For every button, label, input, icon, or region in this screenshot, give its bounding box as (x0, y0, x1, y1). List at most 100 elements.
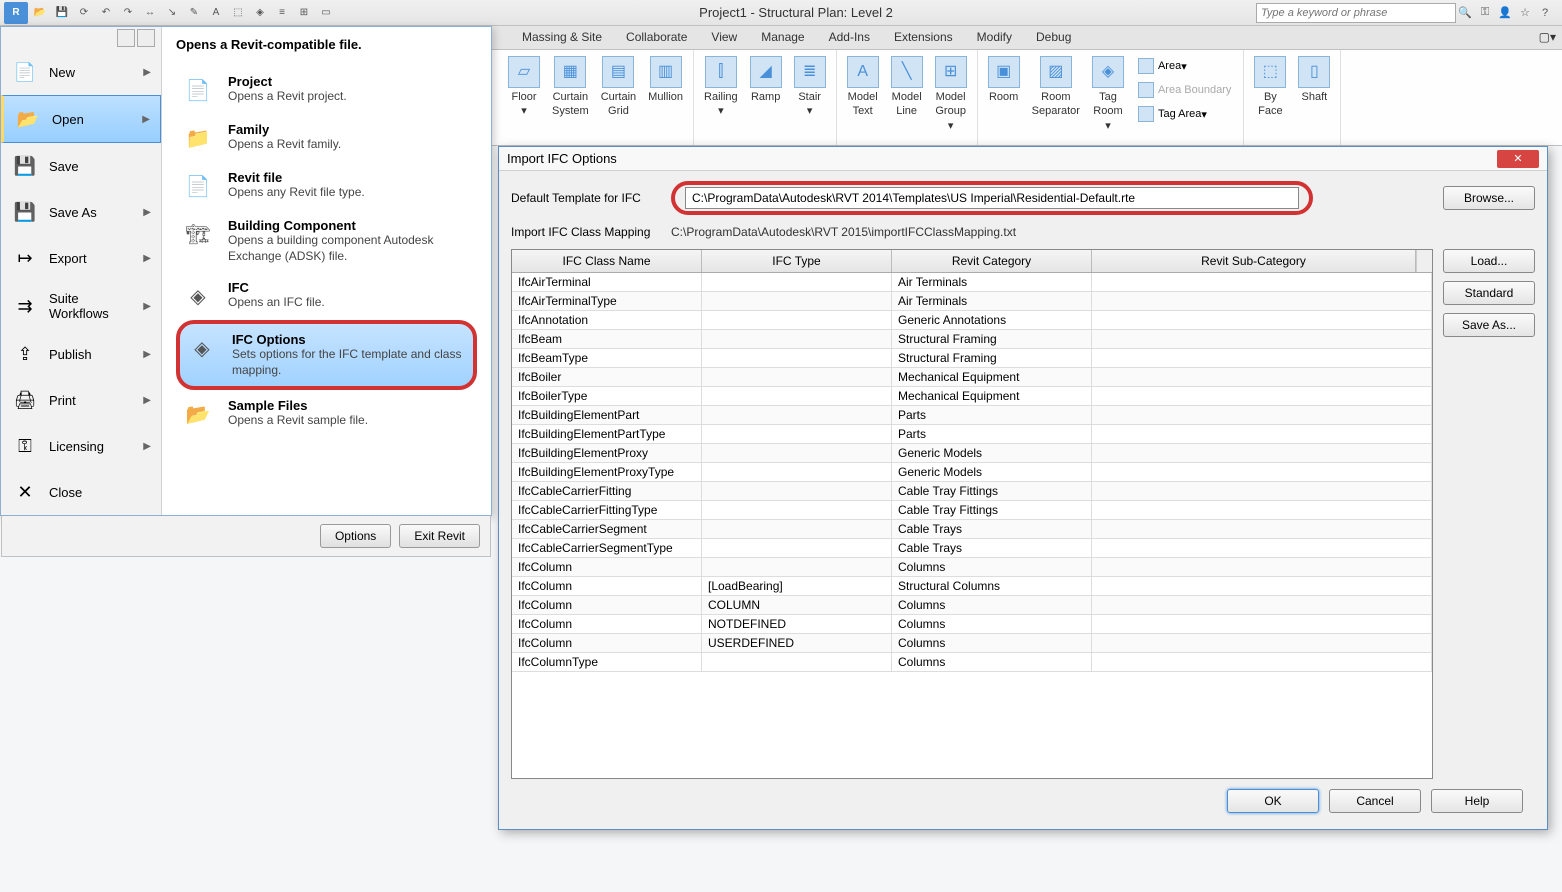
table-row[interactable]: IfcCableCarrierSegmentType Cable Trays (512, 539, 1432, 558)
table-row[interactable]: IfcBoilerType Mechanical Equipment (512, 387, 1432, 406)
options-button[interactable]: Options (320, 524, 391, 548)
thin-lines-icon[interactable]: ≡ (272, 3, 292, 23)
menu-save-as[interactable]: 💾 Save As ▶ (1, 189, 161, 235)
sync-icon[interactable]: ⟳ (74, 3, 94, 23)
redo-icon[interactable]: ↷ (118, 3, 138, 23)
measure-icon[interactable]: ↔ (140, 3, 160, 23)
template-path-input[interactable] (685, 187, 1299, 209)
table-row[interactable]: IfcBuildingElementPart Parts (512, 406, 1432, 425)
ok-button[interactable]: OK (1227, 789, 1319, 813)
table-row[interactable]: IfcColumn [LoadBearing] Structural Colum… (512, 577, 1432, 596)
shaft-button[interactable]: ▯Shaft (1292, 54, 1336, 106)
col-ifc-class[interactable]: IFC Class Name (512, 250, 702, 272)
recent-docs-icon[interactable] (117, 29, 135, 47)
tab-manage[interactable]: Manage (749, 26, 816, 49)
submenu-item-family[interactable]: 📁 Family Opens a Revit family. (176, 114, 477, 162)
binoculars-icon[interactable]: 🔍 (1456, 4, 1474, 22)
floor-button[interactable]: ▱Floor▾ (502, 54, 546, 121)
cancel-button[interactable]: Cancel (1329, 789, 1421, 813)
model-group-button[interactable]: ⊞Model Group▾ (929, 54, 973, 135)
col-revit-subcategory[interactable]: Revit Sub-Category (1092, 250, 1416, 272)
menu-close[interactable]: ✕ Close (1, 469, 161, 515)
menu-open[interactable]: 📂 Open ▶ (1, 95, 161, 143)
table-row[interactable]: IfcColumnType Columns (512, 653, 1432, 672)
align-icon[interactable]: ↘ (162, 3, 182, 23)
by-face-button[interactable]: ⬚By Face (1248, 54, 1292, 121)
menu-publish[interactable]: ⇪ Publish ▶ (1, 331, 161, 377)
table-row[interactable]: IfcColumn Columns (512, 558, 1432, 577)
table-row[interactable]: IfcBeamType Structural Framing (512, 349, 1432, 368)
col-revit-category[interactable]: Revit Category (892, 250, 1092, 272)
curtain-grid-button[interactable]: ▤Curtain Grid (595, 54, 642, 121)
menu-export[interactable]: ↦ Export ▶ (1, 235, 161, 281)
save-as-button[interactable]: Save As... (1443, 313, 1535, 337)
menu-print[interactable]: 🖨 Print ▶ (1, 377, 161, 423)
mullion-button[interactable]: ▥Mullion (642, 54, 689, 106)
undo-icon[interactable]: ↶ (96, 3, 116, 23)
submenu-item-ifc[interactable]: ◈ IFC Opens an IFC file. (176, 272, 477, 320)
help-button[interactable]: Help (1431, 789, 1523, 813)
dim-icon[interactable]: ✎ (184, 3, 204, 23)
ramp-button[interactable]: ◢Ramp (744, 54, 788, 106)
table-row[interactable]: IfcBuildingElementProxy Generic Models (512, 444, 1432, 463)
exit-revit-button[interactable]: Exit Revit (399, 524, 480, 548)
close-views-icon[interactable]: ⊞ (294, 3, 314, 23)
user-icon[interactable]: 👤 (1496, 4, 1514, 22)
table-row[interactable]: IfcBuildingElementPartType Parts (512, 425, 1432, 444)
tab-addins[interactable]: Add-Ins (817, 26, 882, 49)
table-row[interactable]: IfcCableCarrierFitting Cable Tray Fittin… (512, 482, 1432, 501)
tab-collaborate[interactable]: Collaborate (614, 26, 699, 49)
3d-icon[interactable]: ⬚ (228, 3, 248, 23)
standard-button[interactable]: Standard (1443, 281, 1535, 305)
col-ifc-type[interactable]: IFC Type (702, 250, 892, 272)
submenu-item-sample-files[interactable]: 📂 Sample Files Opens a Revit sample file… (176, 390, 477, 438)
section-icon[interactable]: ◈ (250, 3, 270, 23)
table-row[interactable]: IfcCableCarrierSegment Cable Trays (512, 520, 1432, 539)
app-logo-icon[interactable]: R (4, 2, 28, 24)
browse-button[interactable]: Browse... (1443, 186, 1535, 210)
table-row[interactable]: IfcCableCarrierFittingType Cable Tray Fi… (512, 501, 1432, 520)
open-docs-icon[interactable] (137, 29, 155, 47)
table-row[interactable]: IfcColumn COLUMN Columns (512, 596, 1432, 615)
menu-suite-workflows[interactable]: ⇉ Suite Workflows ▶ (1, 281, 161, 331)
tab-modify[interactable]: Modify (965, 26, 1024, 49)
table-row[interactable]: IfcBuildingElementProxyType Generic Mode… (512, 463, 1432, 482)
submenu-item-ifc-options[interactable]: ◈ IFC Options Sets options for the IFC t… (176, 320, 477, 390)
curtain-system-button[interactable]: ▦Curtain System (546, 54, 595, 121)
submenu-item-revit-file[interactable]: 📄 Revit file Opens any Revit file type. (176, 162, 477, 210)
key-icon[interactable]: ⚿ (1476, 4, 1494, 22)
room-separator-button[interactable]: ▨Room Separator (1026, 54, 1086, 121)
tab-massing[interactable]: Massing & Site (510, 26, 614, 49)
area-button[interactable]: Area ▾ (1134, 56, 1235, 76)
search-input[interactable] (1256, 3, 1456, 23)
tab-extensions[interactable]: Extensions (882, 26, 965, 49)
table-row[interactable]: IfcAnnotation Generic Annotations (512, 311, 1432, 330)
submenu-item-building-component[interactable]: 🏗 Building Component Opens a building co… (176, 210, 477, 272)
stair-button[interactable]: ≣Stair▾ (788, 54, 832, 121)
tab-debug[interactable]: Debug (1024, 26, 1083, 49)
menu-licensing[interactable]: ⚿ Licensing ▶ (1, 423, 161, 469)
table-row[interactable]: IfcAirTerminalType Air Terminals (512, 292, 1432, 311)
model-text-button[interactable]: AModel Text (841, 54, 885, 121)
room-button[interactable]: ▣Room (982, 54, 1026, 106)
tag-room-button[interactable]: ◈Tag Room▾ (1086, 54, 1130, 135)
railing-button[interactable]: ⫿Railing▾ (698, 54, 744, 121)
tag-area-button[interactable]: Tag Area ▾ (1134, 104, 1235, 124)
menu-save[interactable]: 💾 Save (1, 143, 161, 189)
scrollbar[interactable] (1416, 250, 1432, 272)
menu-new[interactable]: 📄 New ▶ (1, 49, 161, 95)
open-icon[interactable]: 📂 (30, 3, 50, 23)
save-icon[interactable]: 💾 (52, 3, 72, 23)
model-line-button[interactable]: ╲Model Line (885, 54, 929, 121)
close-button[interactable]: ✕ (1497, 150, 1539, 168)
load-button[interactable]: Load... (1443, 249, 1535, 273)
table-row[interactable]: IfcColumn NOTDEFINED Columns (512, 615, 1432, 634)
area-boundary-button[interactable]: Area Boundary (1134, 80, 1235, 100)
table-row[interactable]: IfcAirTerminal Air Terminals (512, 273, 1432, 292)
help-icon[interactable]: ? (1536, 4, 1554, 22)
tab-view[interactable]: View (699, 26, 749, 49)
switch-window-icon[interactable]: ▭ (316, 3, 336, 23)
submenu-item-project[interactable]: 📄 Project Opens a Revit project. (176, 66, 477, 114)
favorite-icon[interactable]: ☆ (1516, 4, 1534, 22)
text-icon[interactable]: A (206, 3, 226, 23)
